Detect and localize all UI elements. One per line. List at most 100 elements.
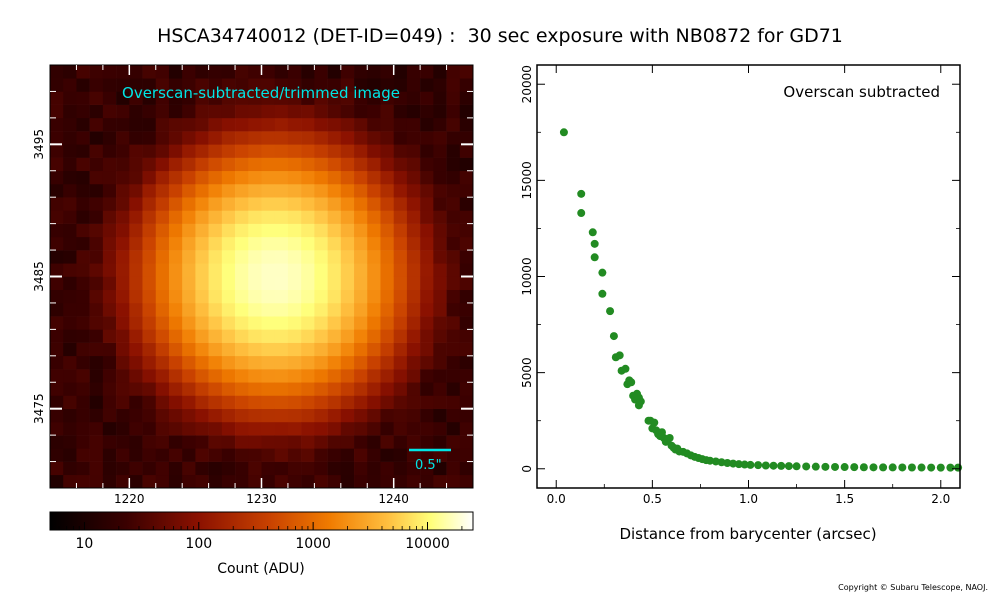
heatmap-cell <box>208 197 223 211</box>
heatmap-cell <box>459 302 474 317</box>
heatmap-cell <box>459 197 474 211</box>
heatmap-cell <box>274 276 289 291</box>
heatmap-cell <box>168 131 183 145</box>
heatmap-cell <box>116 382 130 396</box>
heatmap-cell <box>50 342 64 357</box>
heatmap-cell <box>420 355 434 370</box>
data-point <box>936 463 945 472</box>
heatmap-cell <box>63 250 77 264</box>
heatmap-cell <box>182 355 196 370</box>
heatmap-cell <box>459 131 474 145</box>
heatmap-cell <box>354 91 368 105</box>
heatmap-cell <box>340 117 355 132</box>
heatmap-cell <box>406 316 421 330</box>
heatmap-cell <box>142 223 157 238</box>
heatmap-cell <box>50 263 64 277</box>
heatmap-cell <box>340 448 355 462</box>
heatmap-cell <box>393 144 408 158</box>
heatmap-cell <box>195 263 209 277</box>
heatmap-cell <box>129 276 143 291</box>
heatmap-cell <box>235 170 249 185</box>
heatmap-cell <box>446 170 461 185</box>
heatmap-cell <box>116 369 130 383</box>
heatmap-cell <box>195 355 209 370</box>
heatmap-cell <box>76 157 90 172</box>
heatmap-cell <box>406 289 421 304</box>
heatmap-cell <box>301 223 315 238</box>
heatmap-cell <box>274 157 289 172</box>
heatmap-cell <box>89 263 104 277</box>
heatmap-cell <box>129 170 143 185</box>
heatmap-cell <box>221 421 236 436</box>
heatmap-cell <box>354 289 368 304</box>
heatmap-cell <box>261 382 276 396</box>
heatmap-cell <box>63 223 77 238</box>
heatmap-cell <box>102 382 117 396</box>
heatmap-cell <box>89 289 104 304</box>
heatmap-cell <box>116 421 130 436</box>
heatmap-cell <box>63 408 77 423</box>
heatmap-cell <box>142 448 157 462</box>
heatmap-cell <box>314 329 328 343</box>
colorbar: 10 100 1000 10000 Count (ADU) <box>49 511 474 577</box>
heatmap-cell <box>420 117 434 132</box>
heatmap-cell <box>406 65 421 79</box>
heatmap-cell <box>235 65 249 79</box>
heatmap-cell <box>327 263 342 277</box>
heatmap-cell <box>340 170 355 185</box>
heatmap-cell <box>89 435 104 449</box>
heatmap-cell <box>354 461 368 476</box>
heatmap-cell <box>50 117 64 132</box>
heatmap-cell <box>76 435 90 449</box>
heatmap-cell <box>367 144 381 158</box>
heatmap-cell <box>314 197 328 211</box>
heatmap-cell <box>261 421 276 436</box>
heatmap-cell <box>420 289 434 304</box>
heatmap-cell <box>235 408 249 423</box>
heatmap-cell <box>208 316 223 330</box>
heatmap-cell <box>76 302 90 317</box>
heatmap-cell <box>301 157 315 172</box>
heatmap-cell <box>327 144 342 158</box>
heatmap-cell <box>221 183 236 198</box>
heatmap-cell <box>380 289 394 304</box>
heatmap-cell <box>393 117 408 132</box>
heatmap-cell <box>129 289 143 304</box>
heatmap-cell <box>129 78 143 92</box>
heatmap-cell <box>248 263 262 277</box>
heatmap-cell <box>393 236 408 251</box>
heatmap-cell <box>459 474 474 489</box>
heatmap-cell <box>142 461 157 476</box>
heatmap-cell <box>406 421 421 436</box>
heatmap-cell <box>155 355 170 370</box>
heatmap-cell <box>182 131 196 145</box>
heatmap-cell <box>248 395 262 409</box>
heatmap-cell <box>63 329 77 343</box>
profile-y-tick-label: 0 <box>520 465 534 473</box>
heatmap-cell <box>459 289 474 304</box>
heatmap-cell <box>50 157 64 172</box>
heatmap-cell <box>182 461 196 476</box>
heatmap-cell <box>340 355 355 370</box>
heatmap-cell <box>235 474 249 489</box>
heatmap-cell <box>393 408 408 423</box>
heatmap-cell <box>235 197 249 211</box>
heatmap-cell <box>433 448 447 462</box>
heatmap-cell <box>208 263 223 277</box>
heatmap-cell <box>235 355 249 370</box>
heatmap-cell <box>221 210 236 224</box>
heatmap-cell <box>367 448 381 462</box>
profile-frame <box>536 64 961 489</box>
heatmap-cell <box>76 369 90 383</box>
heatmap-cell <box>129 461 143 476</box>
heatmap-cell <box>168 91 183 105</box>
heatmap-cell <box>287 78 302 92</box>
heatmap-cell <box>446 263 461 277</box>
heatmap-cell <box>287 355 302 370</box>
heatmap-cell <box>76 131 90 145</box>
heatmap-cell <box>248 276 262 291</box>
heatmap-cell <box>314 369 328 383</box>
heatmap-cell <box>393 474 408 489</box>
heatmap-cell <box>248 236 262 251</box>
heatmap-cell <box>129 197 143 211</box>
